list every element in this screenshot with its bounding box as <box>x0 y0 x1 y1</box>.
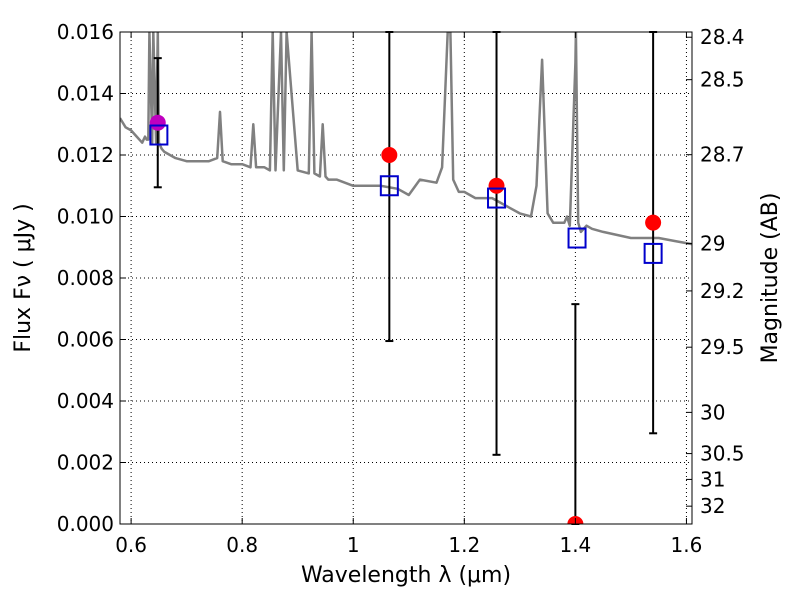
y-tick-label: 0.012 <box>57 143 114 167</box>
flux-point <box>149 114 166 131</box>
flux-point <box>381 147 398 163</box>
x-tick-label: 1.6 <box>671 533 703 557</box>
y2-tick-label: 28.4 <box>700 25 745 49</box>
model-square <box>487 187 507 209</box>
y-axis-label: Flux Fν ( μJy ) <box>11 203 36 352</box>
y-tick-label: 0.004 <box>57 389 114 413</box>
model-square <box>567 227 587 249</box>
y2-tick-label: 32 <box>700 494 725 518</box>
y-tick-label: 0.006 <box>57 328 114 352</box>
spectrum-line <box>120 32 692 246</box>
y2-tick-label: 29.5 <box>700 335 745 359</box>
x-tick-label: 1.2 <box>448 533 480 557</box>
x-tick-label: 0.6 <box>115 533 147 557</box>
y2-tick-label: 28.7 <box>700 143 745 167</box>
x-tick-label: 1.4 <box>559 533 591 557</box>
x-tick-labels: 0.6 0.8 1 1.2 1.4 1.6 <box>115 533 702 557</box>
y-tick-label: 0.000 <box>57 512 114 536</box>
y2-tick-label: 28.5 <box>700 68 745 92</box>
y2-tick-label: 29 <box>700 232 725 256</box>
x-tick-label: 1 <box>347 533 360 557</box>
model-square <box>149 124 169 146</box>
model-squares <box>149 124 663 264</box>
data-points <box>149 114 662 524</box>
flux-point <box>645 214 662 231</box>
y2-tick-label: 31 <box>700 467 725 491</box>
ticks <box>120 31 692 525</box>
y-tick-label: 0.014 <box>57 82 114 106</box>
y2-tick-labels: 28.4 28.5 28.7 29 29.2 29.5 30 30.531 32 <box>700 25 745 518</box>
error-bars <box>153 31 658 525</box>
y-tick-label: 0.016 <box>57 20 114 44</box>
x-tick-label: 0.8 <box>226 533 258 557</box>
grid <box>120 31 692 525</box>
y2-tick-label: 29.2 <box>700 279 745 303</box>
model-square <box>379 175 399 197</box>
model-square <box>643 242 663 264</box>
y2-tick-label: 30.5 <box>700 442 745 466</box>
flux-point <box>488 177 505 194</box>
y-tick-label: 0.010 <box>57 205 114 229</box>
y2-axis-label: Magnitude (AB) <box>758 193 783 364</box>
plot-frame <box>119 31 693 525</box>
y2-tick-label: 30 <box>700 400 725 424</box>
y-tick-label: 0.008 <box>57 266 114 290</box>
y-tick-labels: 0.000 0.002 0.004 0.006 0.008 0.010 0.012 0.014… <box>57 20 114 536</box>
y-tick-label: 0.002 <box>57 451 114 475</box>
spectrum-layer <box>120 32 692 246</box>
x-axis-label: Wavelength λ (μm) <box>301 563 511 588</box>
